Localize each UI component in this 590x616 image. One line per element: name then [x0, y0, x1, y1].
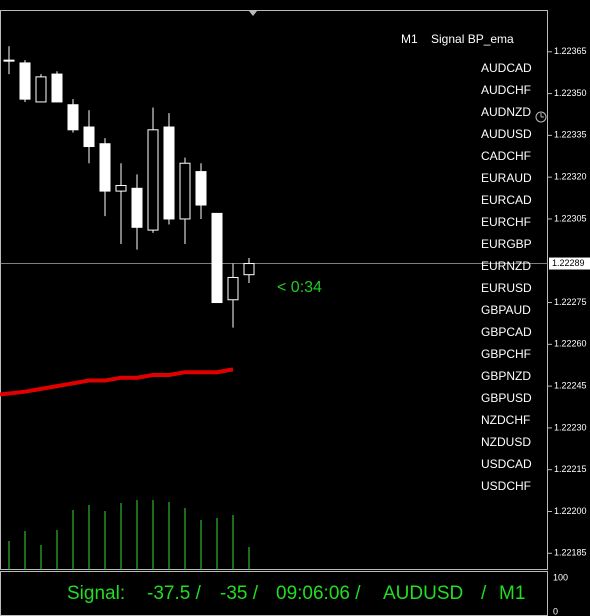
candle-body: [147, 129, 159, 231]
candle-body: [35, 76, 47, 103]
y-tick-label: 1.22230: [554, 422, 587, 432]
signal-text: -37.5 /: [147, 583, 202, 604]
candle-body: [99, 143, 111, 192]
symbol-button[interactable]: NZDCHF: [481, 413, 530, 427]
symbol-button[interactable]: AUDUSD: [481, 127, 532, 141]
symbol-button[interactable]: USDCAD: [481, 457, 532, 471]
signal-text: /: [481, 583, 487, 604]
subpane-tick-label: 0: [553, 606, 558, 616]
candle-body: [179, 162, 191, 220]
signal-text: -35 /: [220, 583, 259, 604]
y-tick-label: 1.22215: [554, 464, 587, 474]
scroll-marker: [249, 11, 257, 16]
symbol-button[interactable]: GBPCAD: [481, 325, 532, 339]
indicator-name: Signal BP_ema: [431, 32, 514, 46]
y-tick-label: 1.22320: [554, 172, 587, 182]
current-price-box: [549, 257, 590, 270]
current-price-label: 1.22289: [552, 258, 585, 268]
symbol-button[interactable]: NZDUSD: [481, 435, 531, 449]
y-tick-label: 1.22275: [554, 297, 587, 307]
symbol-button[interactable]: CADCHF: [481, 149, 531, 163]
symbol-button[interactable]: GBPUSD: [481, 391, 532, 405]
subpane-tick-label: 100: [553, 572, 568, 582]
candle-body: [51, 73, 63, 103]
candle-body: [211, 212, 223, 304]
y-tick-label: 1.22260: [554, 339, 587, 349]
signal-text: Signal:: [67, 583, 125, 604]
signal-text: M1: [499, 583, 525, 604]
candle-body: [115, 185, 127, 192]
symbol-button[interactable]: GBPAUD: [481, 303, 531, 317]
timeframe: M1: [401, 32, 418, 46]
bar-countdown: < 0:34: [277, 279, 322, 296]
y-tick-label: 1.22335: [554, 130, 587, 140]
symbol-button[interactable]: GBPCHF: [481, 347, 531, 361]
candle-body: [19, 62, 31, 100]
y-tick-label: 1.22185: [554, 548, 587, 558]
ema-line: [0, 367, 234, 397]
y-tick-label: 1.22365: [554, 46, 587, 56]
candle-body: [67, 104, 79, 131]
symbol-button[interactable]: GBPNZD: [481, 369, 531, 383]
candle-body: [3, 59, 15, 62]
symbol-button[interactable]: EURAUD: [481, 171, 532, 185]
signal-text: 09:06:06 /: [276, 583, 361, 604]
candle-body: [131, 187, 143, 228]
main-pane-border: [0, 10, 548, 570]
symbol-button[interactable]: AUDCHF: [481, 83, 531, 97]
symbol-button[interactable]: EURGBP: [481, 237, 532, 251]
y-tick-label: 1.22305: [554, 213, 587, 223]
candle-body: [227, 276, 239, 301]
symbol-button[interactable]: EURNZD: [481, 259, 531, 273]
y-tick-label: 1.22350: [554, 88, 587, 98]
candle-body: [83, 126, 95, 148]
symbol-button[interactable]: EURCHF: [481, 215, 531, 229]
candle-body: [243, 263, 255, 276]
signal-text: AUDUSD: [383, 583, 463, 604]
y-tick-label: 1.22245: [554, 380, 587, 390]
symbol-button[interactable]: AUDNZD: [481, 105, 531, 119]
candle-body: [163, 126, 175, 220]
symbol-button[interactable]: AUDCAD: [481, 61, 532, 75]
candle-body: [195, 171, 207, 206]
symbol-button[interactable]: USDCHF: [481, 479, 531, 493]
clock-icon: [535, 111, 547, 123]
y-tick-label: 1.22200: [554, 506, 587, 516]
symbol-button[interactable]: EURCAD: [481, 193, 532, 207]
symbol-button[interactable]: EURUSD: [481, 281, 532, 295]
